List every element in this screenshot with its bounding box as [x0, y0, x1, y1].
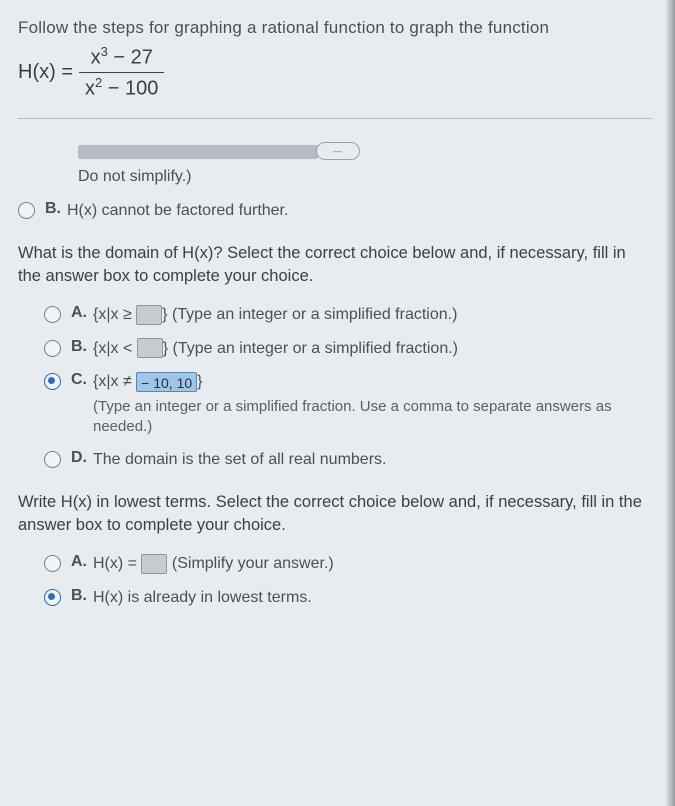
- radio-checked[interactable]: [44, 589, 61, 606]
- radio-unchecked[interactable]: [18, 202, 35, 219]
- option-text: H(x) is already in lowest terms.: [93, 587, 653, 609]
- domain-option-b[interactable]: B. {x|x < } (Type an integer or a simpli…: [44, 338, 653, 360]
- radio-unchecked[interactable]: [44, 340, 61, 357]
- opt-post: }: [197, 373, 202, 390]
- redacted-content: [78, 145, 318, 159]
- lowest-terms-question: Write H(x) in lowest terms. Select the c…: [18, 491, 653, 537]
- answer-input[interactable]: [136, 305, 162, 325]
- formula-denominator: x2 − 100: [79, 72, 164, 101]
- option-marker: B.: [71, 338, 83, 356]
- lowest-option-a[interactable]: A. H(x) = (Simplify your answer.): [44, 553, 653, 575]
- page-instruction: Follow the steps for graphing a rational…: [18, 18, 653, 38]
- domain-option-c[interactable]: C. {x|x ≠ − 10, 10} (Type an integer or …: [44, 371, 653, 437]
- option-text: {x|x < } (Type an integer or a simplifie…: [93, 338, 653, 360]
- opt-pre: H(x) =: [93, 555, 141, 572]
- option-marker: B.: [45, 200, 57, 218]
- answer-input-filled[interactable]: − 10, 10: [136, 372, 197, 392]
- radio-unchecked[interactable]: [44, 555, 61, 572]
- domain-option-a[interactable]: A. {x|x ≥ } (Type an integer or a simpli…: [44, 304, 653, 326]
- function-formula: H(x) = x3 − 27 x2 − 100: [18, 44, 653, 100]
- formula-numerator: x3 − 27: [85, 44, 159, 72]
- radio-unchecked[interactable]: [44, 451, 61, 468]
- option-text: {x|x ≥ } (Type an integer or a simplifie…: [93, 304, 653, 326]
- den-base: x: [85, 77, 95, 99]
- opt-post: (Simplify your answer.): [167, 555, 333, 572]
- opt-pre: {x|x ≠: [93, 373, 136, 390]
- num-exp: 3: [101, 44, 108, 59]
- num-rest: − 27: [108, 47, 153, 69]
- opt-pre: {x|x <: [93, 340, 137, 357]
- opt-pre: {x|x ≥: [93, 306, 136, 323]
- option-marker: A.: [71, 304, 83, 322]
- domain-question: What is the domain of H(x)? Select the c…: [18, 242, 653, 288]
- den-rest: − 100: [102, 77, 158, 99]
- simplify-note: Do not simplify.): [78, 168, 653, 186]
- radio-unchecked[interactable]: [44, 306, 61, 323]
- factor-option-b[interactable]: B. H(x) cannot be factored further.: [18, 200, 653, 222]
- option-text: {x|x ≠ − 10, 10} (Type an integer or a s…: [93, 371, 653, 437]
- option-marker: B.: [71, 587, 83, 605]
- num-base: x: [91, 47, 101, 69]
- option-marker: A.: [71, 553, 83, 571]
- option-text: H(x) cannot be factored further.: [67, 200, 653, 222]
- option-marker: C.: [71, 371, 83, 389]
- option-marker: D.: [71, 449, 83, 467]
- section-divider: [18, 118, 653, 119]
- domain-option-d[interactable]: D. The domain is the set of all real num…: [44, 449, 653, 471]
- screen-edge-shadow: [665, 0, 675, 806]
- answer-input[interactable]: [141, 554, 167, 574]
- formula-fraction: x3 − 27 x2 − 100: [79, 44, 164, 100]
- formula-lhs: H(x) =: [18, 61, 73, 84]
- option-text: H(x) = (Simplify your answer.): [93, 553, 653, 575]
- radio-checked[interactable]: [44, 373, 61, 390]
- opt-post: } (Type an integer or a simplified fract…: [163, 340, 458, 357]
- opt-post: } (Type an integer or a simplified fract…: [162, 306, 457, 323]
- option-hint: (Type an integer or a simplified fractio…: [93, 397, 653, 438]
- option-text: The domain is the set of all real number…: [93, 449, 653, 471]
- collapse-pill[interactable]: —: [316, 142, 360, 160]
- lowest-option-b[interactable]: B. H(x) is already in lowest terms.: [44, 587, 653, 609]
- answer-input[interactable]: [137, 338, 163, 358]
